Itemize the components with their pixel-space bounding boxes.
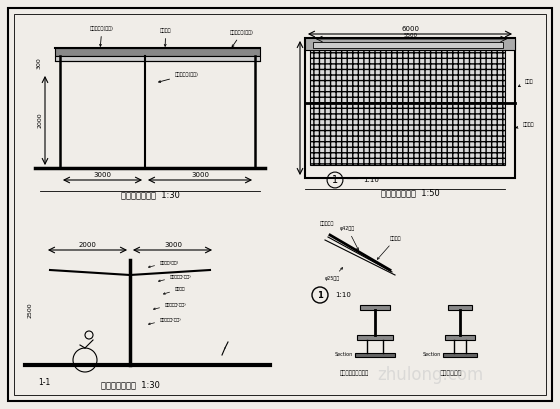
Text: 2500: 2500 (27, 302, 32, 318)
Bar (55, 56, 260, 61)
Bar (443, 353, 477, 357)
Text: 5500: 5500 (404, 33, 418, 38)
Bar (55, 48, 260, 56)
Text: 车棚俧立面平面  1:50: 车棚俧立面平面 1:50 (381, 188, 440, 197)
Text: 六角管框架(局部): 六角管框架(局部) (148, 317, 182, 325)
Text: 鈢板焊接: 鈢板焊接 (377, 236, 402, 259)
Bar (448, 305, 472, 310)
Bar (305, 38, 515, 50)
Text: 300: 300 (37, 57, 42, 69)
Text: φ25鈢筋: φ25鈢筋 (325, 267, 343, 281)
Bar (310, 50, 505, 165)
Text: 1: 1 (332, 175, 338, 185)
Text: 3000: 3000 (93, 172, 111, 178)
Bar (305, 38, 515, 178)
Text: 六角管框架(局部): 六角管框架(局部) (153, 302, 186, 310)
Text: 2000: 2000 (37, 112, 42, 128)
Text: 图示：纲格双向平接: 图示：纲格双向平接 (340, 370, 369, 375)
Text: 六角管框架(局部): 六角管框架(局部) (158, 274, 192, 282)
Text: 自行车棚展开图  1:30: 自行车棚展开图 1:30 (101, 380, 160, 389)
Text: 2000: 2000 (78, 242, 96, 248)
Bar (445, 335, 475, 340)
Text: 1: 1 (317, 290, 323, 299)
Text: 1-1: 1-1 (38, 378, 50, 387)
Bar (360, 305, 390, 310)
Text: 自行车棚正立面  1:30: 自行车棚正立面 1:30 (120, 190, 179, 199)
Text: Section: Section (335, 353, 353, 357)
Text: 鈢管框架: 鈢管框架 (516, 122, 534, 128)
Bar (355, 353, 395, 357)
Text: 1:10: 1:10 (363, 177, 379, 183)
Text: 6000: 6000 (401, 26, 419, 32)
Text: Section: Section (423, 353, 441, 357)
Text: zhulong.com: zhulong.com (377, 366, 483, 384)
Text: 3000: 3000 (191, 172, 209, 178)
Text: 自行车停车架: 自行车停车架 (440, 370, 463, 375)
Text: 六角管框架(局部): 六角管框架(局部) (230, 30, 254, 47)
Text: 鈢格居: 鈢格居 (519, 79, 534, 87)
Text: φ42鈢管: φ42鈢管 (340, 226, 358, 250)
Bar (313, 42, 503, 48)
Text: 3000: 3000 (164, 242, 182, 248)
Text: 1:10: 1:10 (335, 292, 351, 298)
Text: 彩钢瓦棒: 彩钢瓦棒 (160, 28, 171, 46)
Text: 停车架示意: 停车架示意 (320, 221, 334, 226)
Text: 彩鈢瓦棒(局部): 彩鈢瓦棒(局部) (148, 260, 179, 267)
Text: 六角管框架(局部): 六角管框架(局部) (158, 72, 199, 83)
Text: 六角管框架(局部): 六角管框架(局部) (90, 26, 114, 46)
Bar (357, 335, 393, 340)
Text: 鈢管斜撑: 鈢管斜撑 (164, 287, 185, 294)
